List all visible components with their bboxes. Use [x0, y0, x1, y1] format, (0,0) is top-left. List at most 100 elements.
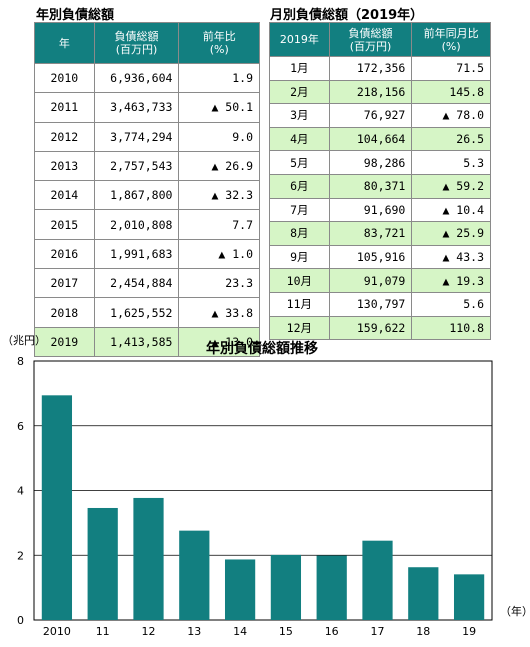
monthly-debt-table: 2019年 負債総額 (百万円) 前年同月比 (%) 1月 172,356 71.5 2月…: [269, 22, 491, 341]
amount-cell: 6,936,604: [93, 62, 180, 94]
month-cell: 2月: [269, 79, 330, 105]
table-row: 2月 218,156 145.8: [269, 79, 491, 105]
amount-cell: 80,371: [328, 173, 413, 199]
x-tick-label: 12: [142, 625, 156, 638]
table-row: 2010 6,936,604 1.9: [34, 62, 260, 94]
x-tick-label: 13: [187, 625, 201, 638]
chart-title: 年別負債総額推移: [206, 340, 318, 357]
amount-cell: 91,690: [328, 197, 413, 223]
ratio-cell: ▲ 19.3: [411, 268, 491, 293]
amount-cell: 2,010,808: [93, 209, 180, 240]
bar-2010: [41, 395, 73, 620]
amount-cell: 172,356: [328, 56, 413, 81]
amount-cell: 76,927: [328, 103, 413, 128]
ratio-cell: ▲ 33.8: [178, 297, 260, 328]
amount-cell: 1,413,585: [93, 326, 180, 357]
table-row: 2019 1,413,585 ▲ 13.0: [34, 326, 260, 357]
amount-cell: 1,625,552: [93, 297, 180, 328]
header-amount: 負債総額 (百万円): [328, 22, 413, 57]
y-tick-label: 6: [17, 420, 24, 433]
x-tick-label: 15: [279, 625, 293, 638]
amount-cell: 2,757,543: [93, 150, 180, 182]
year-cell: 2016: [34, 238, 95, 270]
table-row: 2012 3,774,294 9.0: [34, 121, 260, 152]
x-tick-label: 2010: [43, 625, 71, 638]
amount-cell: 98,286: [328, 150, 413, 175]
amount-cell: 130,797: [328, 291, 413, 317]
x-tick-label: 17: [371, 625, 385, 638]
ratio-cell: 110.8: [411, 315, 491, 341]
table-row: 6月 80,371 ▲ 59.2: [269, 173, 491, 199]
ratio-cell: ▲ 43.3: [411, 244, 491, 270]
yearly-debt-table: 年 負債総額 (百万円) 前年比 (%) 2010 6,936,604 1.9 2011 3…: [34, 22, 260, 357]
yearly-table-title: 年別負債総額: [36, 8, 115, 23]
ratio-cell: ▲ 32.3: [178, 180, 260, 211]
amount-cell: 104,664: [328, 126, 413, 152]
ratio-cell: ▲ 25.9: [411, 221, 491, 246]
month-cell: 11月: [269, 291, 330, 317]
table-row: 7月 91,690 ▲ 10.4: [269, 197, 491, 223]
amount-cell: 2,454,884: [93, 268, 180, 299]
month-cell: 10月: [269, 268, 330, 293]
x-tick-label: 16: [325, 625, 339, 638]
y-tick-label: 0: [17, 614, 24, 627]
ratio-cell: 26.5: [411, 126, 491, 152]
month-cell: 1月: [269, 56, 330, 81]
y-axis-label: （兆円）: [2, 334, 46, 347]
y-tick-label: 2: [17, 549, 24, 562]
table-row: 2014 1,867,800 ▲ 32.3: [34, 180, 260, 211]
x-tick-label: 14: [233, 625, 247, 638]
bar-12: [133, 497, 164, 620]
amount-cell: 91,079: [328, 268, 413, 293]
year-cell: 2014: [34, 180, 95, 211]
month-cell: 9月: [269, 244, 330, 270]
year-cell: 2018: [34, 297, 95, 328]
header-ratio: 前年同月比 (%): [411, 22, 491, 57]
ratio-cell: ▲ 59.2: [411, 173, 491, 199]
table-row: 12月 159,622 110.8: [269, 315, 491, 341]
bar-13: [179, 530, 210, 620]
ratio-cell: ▲ 10.4: [411, 197, 491, 223]
table-row: 5月 98,286 5.3: [269, 150, 491, 175]
amount-cell: 1,867,800: [93, 180, 180, 211]
x-tick-label: 18: [416, 625, 430, 638]
bar-14: [224, 559, 256, 620]
month-cell: 7月: [269, 197, 330, 223]
table-row: 2011 3,463,733 ▲ 50.1: [34, 92, 260, 123]
ratio-cell: 145.8: [411, 79, 491, 105]
bar-15: [270, 554, 302, 620]
table-row: 2016 1,991,683 ▲ 1.0: [34, 238, 260, 270]
bar-17: [362, 540, 393, 620]
month-cell: 8月: [269, 221, 330, 246]
table-row: 10月 91,079 ▲ 19.3: [269, 268, 491, 293]
amount-cell: 3,774,294: [93, 121, 180, 152]
table-header-row: 年 負債総額 (百万円) 前年比 (%): [34, 22, 260, 64]
year-cell: 2013: [34, 150, 95, 182]
month-cell: 5月: [269, 150, 330, 175]
amount-cell: 105,916: [328, 244, 413, 270]
year-cell: 2017: [34, 268, 95, 299]
table-row: 1月 172,356 71.5: [269, 56, 491, 81]
ratio-cell: ▲ 13.0: [178, 326, 260, 357]
x-axis-label: （年）: [500, 604, 530, 618]
month-cell: 6月: [269, 173, 330, 199]
header-year: 年: [34, 22, 95, 64]
table-row: 3月 76,927 ▲ 78.0: [269, 103, 491, 128]
year-cell: 2010: [34, 62, 95, 94]
monthly-table-title: 月別負債総額（2019年）: [270, 8, 424, 23]
bar-16: [316, 555, 347, 620]
year-cell: 2012: [34, 121, 95, 152]
y-tick-label: 4: [17, 485, 24, 498]
x-tick-label: 11: [96, 625, 110, 638]
table-row: 11月 130,797 5.6: [269, 291, 491, 317]
table-row: 2015 2,010,808 7.7: [34, 209, 260, 240]
ratio-cell: ▲ 1.0: [178, 238, 260, 270]
month-cell: 4月: [269, 126, 330, 152]
debt-trend-chart: 年別負債総額推移 （兆円） （年） 0 2 4 6 8 2010 11 12 13 14 15 16…: [2, 334, 530, 638]
ratio-cell: 1.9: [178, 62, 260, 94]
ratio-cell: ▲ 78.0: [411, 103, 491, 128]
amount-cell: 159,622: [328, 315, 413, 341]
amount-cell: 83,721: [328, 221, 413, 246]
header-amount: 負債総額 (百万円): [93, 22, 180, 64]
bar-19: [453, 574, 485, 620]
